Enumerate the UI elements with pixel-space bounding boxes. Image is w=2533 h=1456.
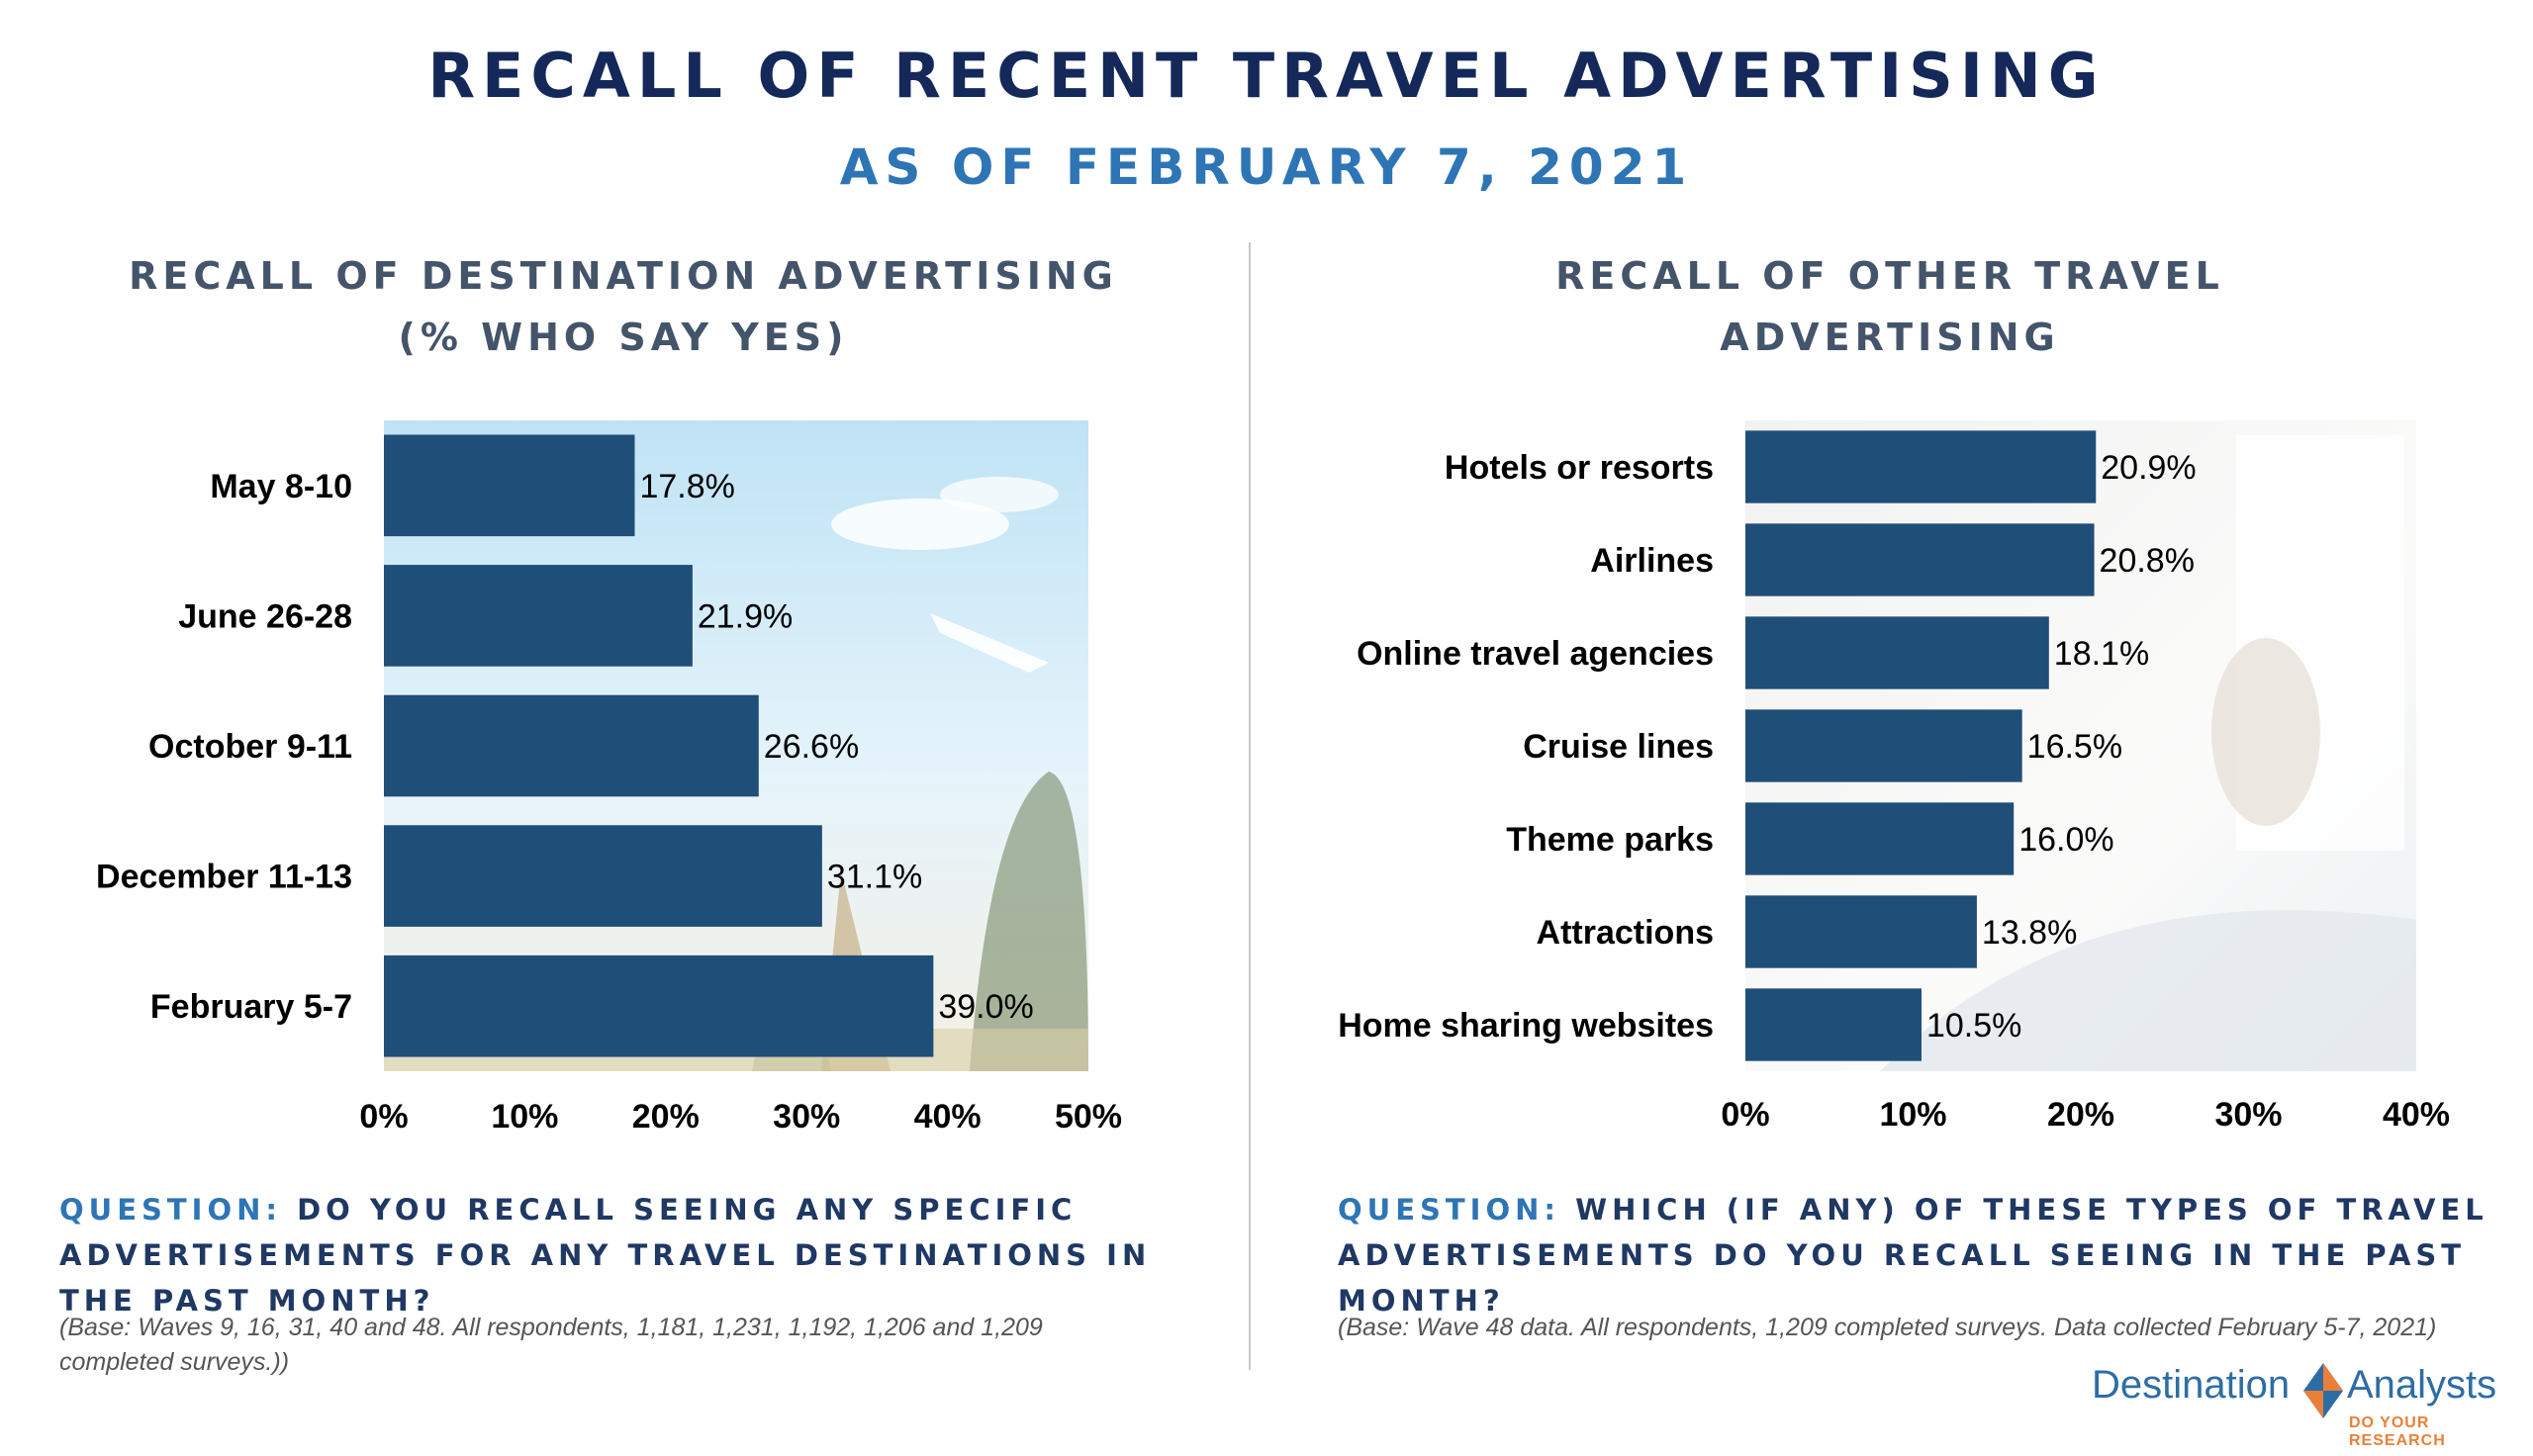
left-bar-june-26-28 xyxy=(384,565,693,667)
right-chart-title-line1: RECALL OF OTHER TRAVEL xyxy=(1555,254,2224,298)
left-bar-may-8-10 xyxy=(384,434,635,537)
right-bar-theme-parks xyxy=(1745,802,2015,875)
charts-canvas: May 8-10 17.8% June 26-28 21.9% October 9-11… xyxy=(96,420,2450,1136)
left-category-label-may-8-10: May 8-10 xyxy=(210,468,352,505)
right-chart-title-line2: ADVERTISING xyxy=(1720,316,2060,359)
right-bar-online-travel-agencies xyxy=(1745,616,2049,689)
left-question-label: QUESTION: xyxy=(59,1193,282,1227)
left-x-tick-label: 0% xyxy=(359,1098,408,1136)
page-title: RECALL OF RECENT TRAVEL ADVERTISING xyxy=(427,40,2106,112)
left-bar-february-5-7 xyxy=(384,955,934,1057)
left-chart-title-line2: (% WHO SAY YES) xyxy=(398,316,849,359)
logo-diamond-icon xyxy=(2303,1363,2343,1418)
left-category-label-december-11-13: December 11-13 xyxy=(96,859,352,896)
left-value-label-june-26-28: 21.9% xyxy=(698,597,793,635)
left-chart-title: RECALL OF DESTINATION ADVERTISING (% WHO… xyxy=(129,245,1118,368)
left-x-tick-label: 10% xyxy=(491,1098,558,1136)
right-x-tick-label: 20% xyxy=(2047,1096,2114,1134)
logo-tagline: DO YOUR RESEARCH xyxy=(2349,1414,2446,1449)
right-category-label-attractions: Attractions xyxy=(1537,914,1714,952)
right-value-label-home-sharing-websites: 10.5% xyxy=(1926,1007,2021,1045)
right-value-label-online-travel-agencies: 18.1% xyxy=(2054,635,2149,673)
right-category-label-online-travel-agencies: Online travel agencies xyxy=(1357,635,1714,673)
left-category-label-june-26-28: June 26-28 xyxy=(178,597,352,635)
left-bar-december-11-13 xyxy=(384,825,822,927)
left-base-note: (Base: Waves 9, 16, 31, 40 and 48. All r… xyxy=(59,1314,1043,1376)
left-x-tick-label: 50% xyxy=(1055,1098,1122,1136)
right-bar-attractions xyxy=(1745,895,1977,968)
right-question-label: QUESTION: xyxy=(1338,1193,1560,1227)
right-x-tick-label: 10% xyxy=(1879,1096,1946,1134)
right-x-tick-label: 0% xyxy=(1721,1096,1769,1134)
right-x-tick-label: 30% xyxy=(2214,1096,2282,1134)
left-value-label-may-8-10: 17.8% xyxy=(639,468,734,505)
left-bar-chart: May 8-10 17.8% June 26-28 21.9% October 9-11… xyxy=(96,434,1122,1136)
right-value-label-cruise-lines: 16.5% xyxy=(2027,728,2122,766)
logo-word-right: Analysts xyxy=(2347,1363,2497,1407)
logo-word-left: Destination xyxy=(2092,1363,2291,1407)
left-value-label-october-9-11: 26.6% xyxy=(764,728,859,766)
right-bar-airlines xyxy=(1745,523,2095,596)
left-chart-title-line1: RECALL OF DESTINATION ADVERTISING xyxy=(129,254,1118,298)
left-value-label-february-5-7: 39.0% xyxy=(938,988,1033,1026)
right-question-text: WHICH (IF ANY) OF THESE TYPES OF TRAVEL … xyxy=(1338,1193,2488,1318)
right-category-label-home-sharing-websites: Home sharing websites xyxy=(1338,1007,1714,1045)
left-x-tick-label: 20% xyxy=(632,1098,700,1136)
right-value-label-theme-parks: 16.0% xyxy=(2018,821,2113,859)
right-value-label-airlines: 20.8% xyxy=(2100,542,2195,580)
right-bar-chart: Hotels or resorts 20.9% Airlines 20.8% Onlin… xyxy=(1338,430,2450,1134)
right-value-label-hotels-or-resorts: 20.9% xyxy=(2101,449,2196,487)
left-category-label-february-5-7: February 5-7 xyxy=(150,988,352,1026)
right-category-label-airlines: Airlines xyxy=(1590,542,1714,580)
right-value-label-attractions: 13.8% xyxy=(1982,914,2077,952)
right-bar-hotels-or-resorts xyxy=(1745,430,2097,503)
right-bar-cruise-lines xyxy=(1745,709,2022,782)
left-category-label-october-9-11: October 9-11 xyxy=(148,728,352,766)
right-base-note: (Base: Wave 48 data. All respondents, 1,… xyxy=(1338,1314,2437,1341)
right-bar-home-sharing-websites xyxy=(1745,988,1922,1061)
right-chart-title: RECALL OF OTHER TRAVEL ADVERTISING xyxy=(1395,245,2385,368)
left-question: QUESTION: DO YOU RECALL SEEING ANY SPECI… xyxy=(59,1187,1227,1323)
right-category-label-theme-parks: Theme parks xyxy=(1506,821,1714,859)
page-subtitle: AS OF FEBRUARY 7, 2021 xyxy=(839,138,1694,196)
right-question: QUESTION: WHICH (IF ANY) OF THESE TYPES … xyxy=(1338,1187,2505,1323)
left-question-text: DO YOU RECALL SEEING ANY SPECIFIC ADVERT… xyxy=(59,1193,1152,1318)
right-x-tick-label: 40% xyxy=(2383,1096,2450,1134)
right-category-label-hotels-or-resorts: Hotels or resorts xyxy=(1445,449,1714,487)
left-x-tick-label: 40% xyxy=(914,1098,982,1136)
airplane-icon xyxy=(930,613,1049,673)
company-logo: Destination Analysts DO YOUR RESEARCH xyxy=(2088,1363,2523,1449)
left-bar-october-9-11 xyxy=(384,694,759,797)
left-x-tick-label: 30% xyxy=(773,1098,840,1136)
left-value-label-december-11-13: 31.1% xyxy=(827,859,922,896)
panel-divider xyxy=(1249,242,1251,1370)
right-category-label-cruise-lines: Cruise lines xyxy=(1523,728,1714,766)
